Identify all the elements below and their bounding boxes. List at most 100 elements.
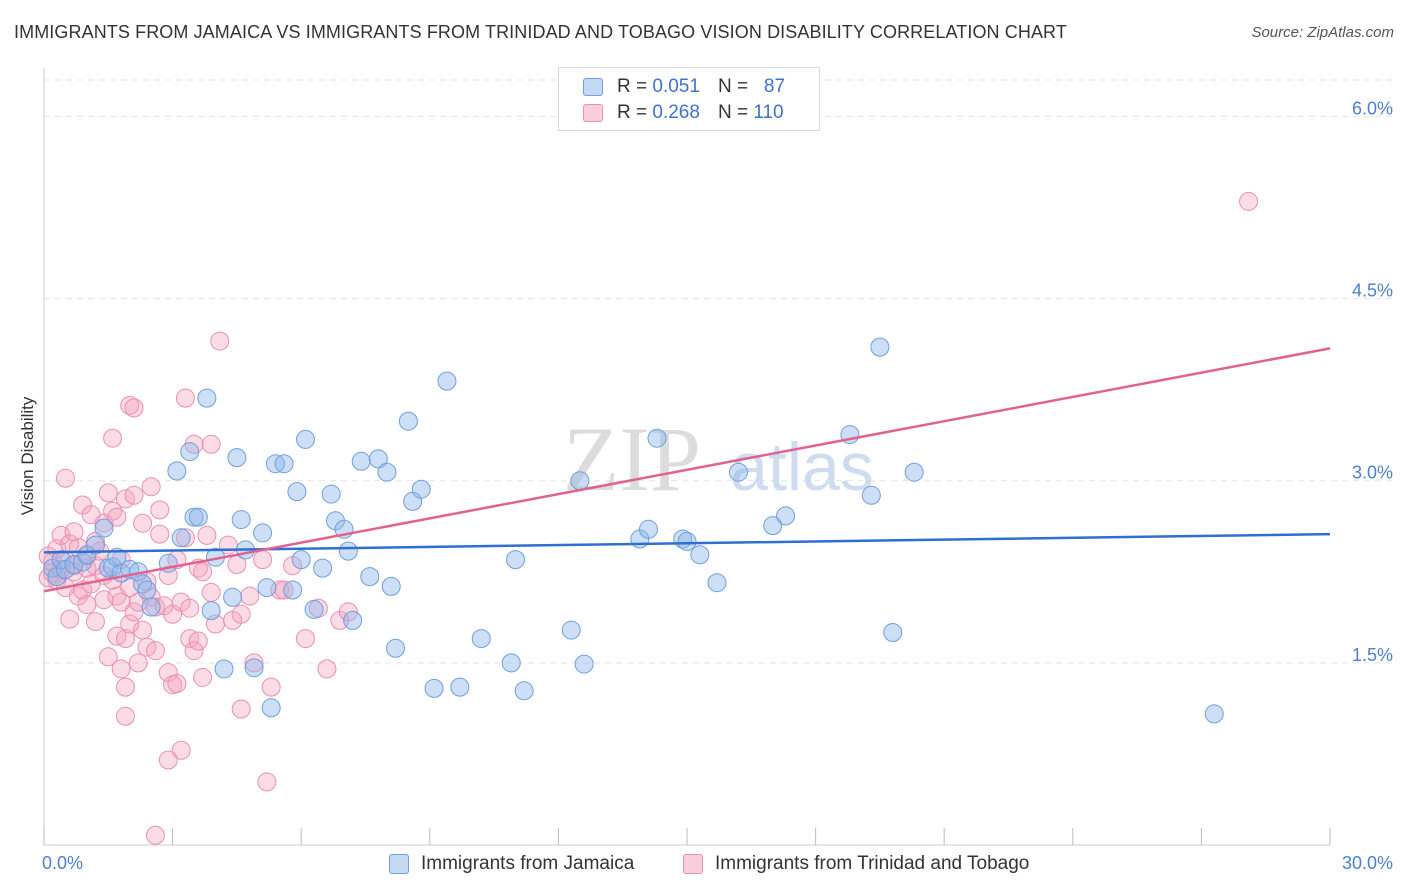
trinidad-point bbox=[167, 674, 187, 693]
jamaica-point bbox=[561, 620, 581, 640]
jamaica-point bbox=[295, 429, 315, 449]
axes bbox=[43, 68, 1331, 846]
jamaica-point bbox=[188, 507, 208, 527]
jamaica-point bbox=[94, 518, 114, 538]
jamaica-point bbox=[227, 448, 247, 468]
trinidad-point bbox=[338, 602, 358, 622]
jamaica-point bbox=[707, 573, 727, 593]
trinidad-point bbox=[197, 525, 217, 545]
trinidad-point bbox=[158, 750, 178, 770]
trinidad-point bbox=[115, 706, 135, 726]
legend-row-jamaica: R = 0.051 N = 87 bbox=[583, 74, 785, 100]
trinidad-point bbox=[150, 500, 170, 520]
bottom-legend-swatch-trinidad bbox=[683, 854, 703, 874]
jamaica-point bbox=[274, 454, 294, 474]
trinidad-point bbox=[64, 522, 84, 542]
x-tick-label: 30.0% bbox=[1342, 853, 1393, 873]
jamaica-point bbox=[180, 442, 200, 462]
jamaica-point bbox=[201, 601, 221, 621]
jamaica-point bbox=[283, 580, 303, 600]
jamaica-point bbox=[386, 638, 406, 658]
trinidad-point bbox=[115, 677, 135, 697]
jamaica-point bbox=[137, 580, 157, 600]
jamaica-point bbox=[55, 559, 75, 579]
jamaica-point bbox=[506, 550, 526, 570]
jamaica-point bbox=[728, 462, 748, 482]
series-jamaica-points bbox=[43, 337, 1224, 724]
trinidad-point bbox=[94, 590, 114, 610]
trinidad-point bbox=[257, 772, 277, 792]
jamaica-point bbox=[287, 482, 307, 502]
jamaica-point bbox=[223, 587, 243, 607]
jamaica-point bbox=[214, 659, 234, 679]
chart-title: IMMIGRANTS FROM JAMAICA VS IMMIGRANTS FR… bbox=[14, 22, 1067, 42]
legend-r-label: R = bbox=[617, 76, 648, 97]
jamaica-point bbox=[244, 658, 264, 678]
jamaica-point bbox=[257, 578, 277, 598]
y-tick-label: 6.0% bbox=[1352, 98, 1393, 118]
jamaica-point bbox=[338, 541, 358, 561]
tick-labels: 1.5% 3.0% 4.5% 6.0% 0.0% 30.0% bbox=[42, 98, 1393, 873]
jamaica-point bbox=[514, 681, 534, 701]
jamaica-point bbox=[411, 479, 431, 499]
trinidad-point bbox=[145, 825, 165, 845]
jamaica-point bbox=[197, 388, 217, 408]
trinidad-point bbox=[98, 647, 118, 667]
trinidad-point bbox=[201, 434, 221, 454]
trinidad-point bbox=[150, 524, 170, 544]
trinidad-point bbox=[175, 528, 195, 548]
jamaica-point bbox=[343, 610, 363, 630]
legend-r-value: 0.268 bbox=[652, 102, 700, 123]
jamaica-point bbox=[776, 506, 796, 526]
trinidad-point bbox=[188, 631, 208, 651]
trinidad-point bbox=[201, 582, 221, 602]
jamaica-point bbox=[883, 623, 903, 642]
trinidad-point bbox=[60, 609, 80, 629]
trinidad-point bbox=[193, 667, 213, 687]
jamaica-point bbox=[184, 507, 204, 527]
source-credit: Source: ZipAtlas.com bbox=[1251, 24, 1394, 41]
jamaica-point bbox=[647, 428, 667, 448]
jamaica-point bbox=[471, 629, 491, 649]
trinidad-point bbox=[124, 485, 144, 505]
trinidad-point bbox=[261, 677, 281, 697]
jamaica-point bbox=[253, 523, 273, 543]
trinidad-point bbox=[133, 513, 153, 533]
bottom-legend-jamaica: Immigrants from Jamaica bbox=[389, 851, 634, 877]
watermark: ZIP atlas bbox=[563, 408, 874, 510]
legend-n-label: N = bbox=[717, 76, 749, 97]
jamaica-point bbox=[304, 599, 324, 619]
trinidad-point bbox=[1239, 191, 1259, 211]
legend-r-label: R = bbox=[617, 102, 648, 123]
jamaica-point bbox=[437, 371, 457, 391]
correlation-legend: R = 0.051 N = 87 R = 0.268 N = 110 bbox=[558, 67, 820, 131]
trinidad-point bbox=[124, 398, 144, 418]
jamaica-point bbox=[763, 516, 783, 536]
trinidad-point bbox=[184, 641, 204, 661]
bottom-legend-label-jamaica: Immigrants from Jamaica bbox=[421, 853, 635, 874]
bottom-legend-swatch-jamaica bbox=[389, 854, 409, 874]
trinidad-point bbox=[111, 592, 131, 612]
trend-lines bbox=[43, 347, 1331, 593]
trinidad-point bbox=[103, 428, 123, 448]
jamaica-point bbox=[51, 550, 71, 570]
trinidad-point bbox=[240, 586, 260, 606]
jamaica-point bbox=[424, 678, 444, 698]
legend-n-value: 87 bbox=[763, 76, 786, 97]
jamaica-point bbox=[377, 462, 397, 482]
trinidad-point bbox=[128, 653, 148, 673]
trinidad-point bbox=[77, 595, 97, 615]
jamaica-point bbox=[870, 337, 890, 357]
jamaica-point bbox=[321, 484, 341, 504]
trinidad-point bbox=[141, 477, 161, 497]
jamaica-point bbox=[450, 677, 470, 697]
x-tick-label: 0.0% bbox=[42, 853, 83, 873]
jamaica-point bbox=[85, 535, 105, 555]
jamaica-point bbox=[904, 462, 924, 482]
jamaica-point bbox=[360, 567, 380, 587]
series-trinidad-points bbox=[38, 191, 1259, 845]
trinidad-point bbox=[193, 562, 213, 582]
legend-swatch-trinidad bbox=[583, 104, 603, 122]
jamaica-point bbox=[351, 451, 371, 471]
